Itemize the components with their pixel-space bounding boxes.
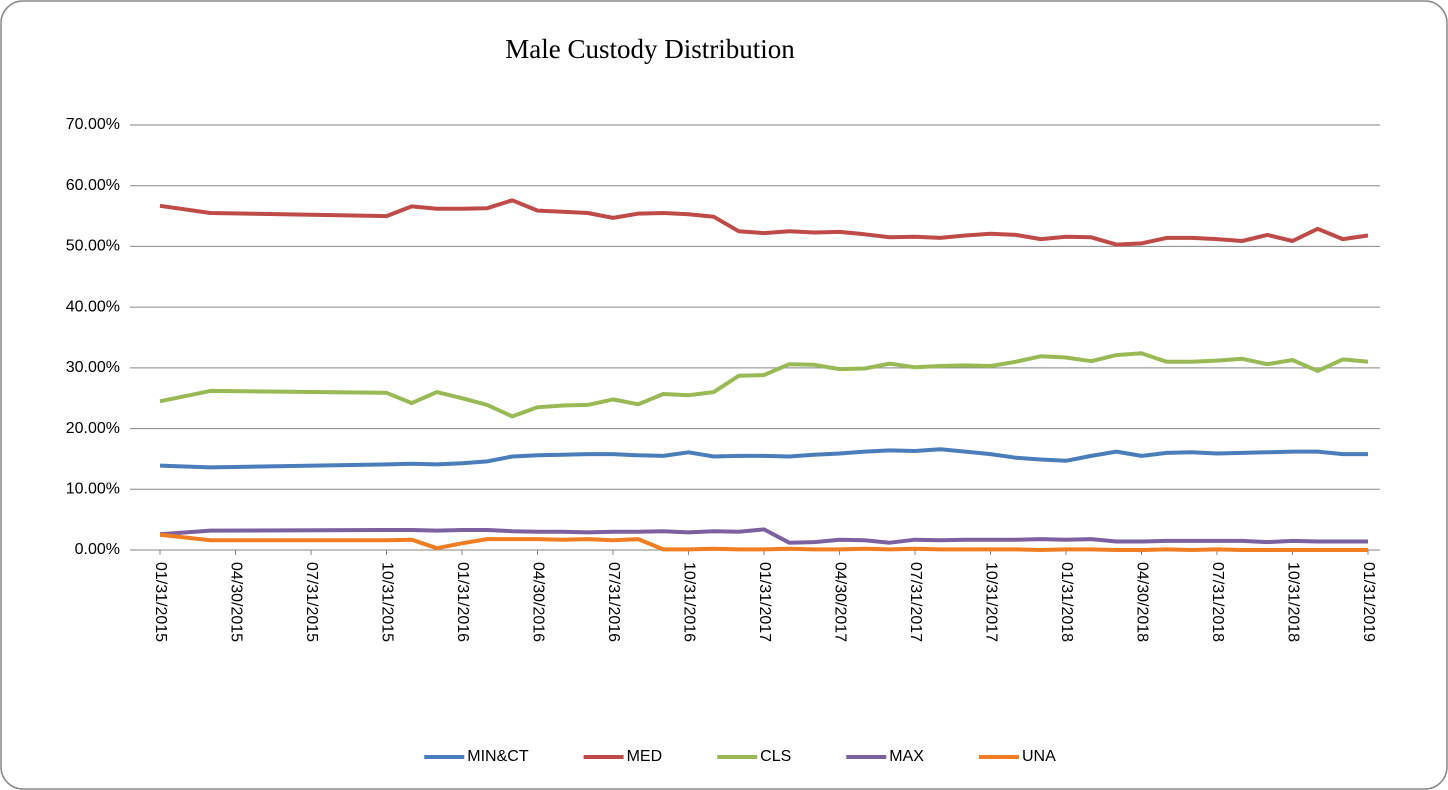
x-tick-label: 01/31/2016 xyxy=(454,562,471,642)
x-tick-label: 10/31/2016 xyxy=(680,562,697,642)
series-line xyxy=(159,198,1369,247)
x-tick-label: 04/30/2017 xyxy=(831,562,848,642)
x-tick-label: 07/31/2017 xyxy=(907,562,924,642)
x-tick-label: 10/31/2017 xyxy=(982,562,999,642)
legend-label: MIN&CT xyxy=(467,748,529,765)
series-line xyxy=(159,351,1369,419)
legend-label: CLS xyxy=(760,748,791,765)
legend-label: MAX xyxy=(889,748,924,765)
y-tick-label: 50.00% xyxy=(66,238,120,255)
x-tick-label: 07/31/2015 xyxy=(303,562,320,642)
x-tick-label: 10/31/2018 xyxy=(1284,562,1301,642)
chart-title: Male Custody Distribution xyxy=(505,34,795,64)
y-tick-label: 70.00% xyxy=(66,116,120,133)
x-tick-label: 10/31/2015 xyxy=(378,562,395,642)
legend: MIN&CT MED CLS MAX UNA xyxy=(424,748,1056,765)
y-tick-label: 20.00% xyxy=(66,420,120,437)
y-tick-label: 60.00% xyxy=(66,177,120,194)
series-line xyxy=(159,447,1368,470)
legend-label: MED xyxy=(627,748,663,765)
x-tick-label: 01/31/2015 xyxy=(152,562,169,642)
series-line xyxy=(159,532,1368,552)
y-tick-label: 30.00% xyxy=(66,359,120,376)
x-tick-label: 04/30/2016 xyxy=(529,562,546,642)
y-tick-label: 0.00% xyxy=(75,541,120,558)
x-tick-label: 01/31/2018 xyxy=(1058,562,1075,642)
y-tick-label: 10.00% xyxy=(66,481,120,498)
y-tick-label: 40.00% xyxy=(66,298,120,315)
x-tick-label: 07/31/2018 xyxy=(1209,562,1226,642)
x-tick-label: 07/31/2016 xyxy=(605,562,622,642)
series-line xyxy=(159,527,1368,545)
x-tick-label: 01/31/2019 xyxy=(1360,562,1377,642)
x-tick-label: 04/30/2018 xyxy=(1133,562,1150,642)
x-tick-label: 01/31/2017 xyxy=(756,562,773,642)
x-tick-label: 04/30/2015 xyxy=(227,562,244,642)
legend-label: UNA xyxy=(1022,748,1056,765)
